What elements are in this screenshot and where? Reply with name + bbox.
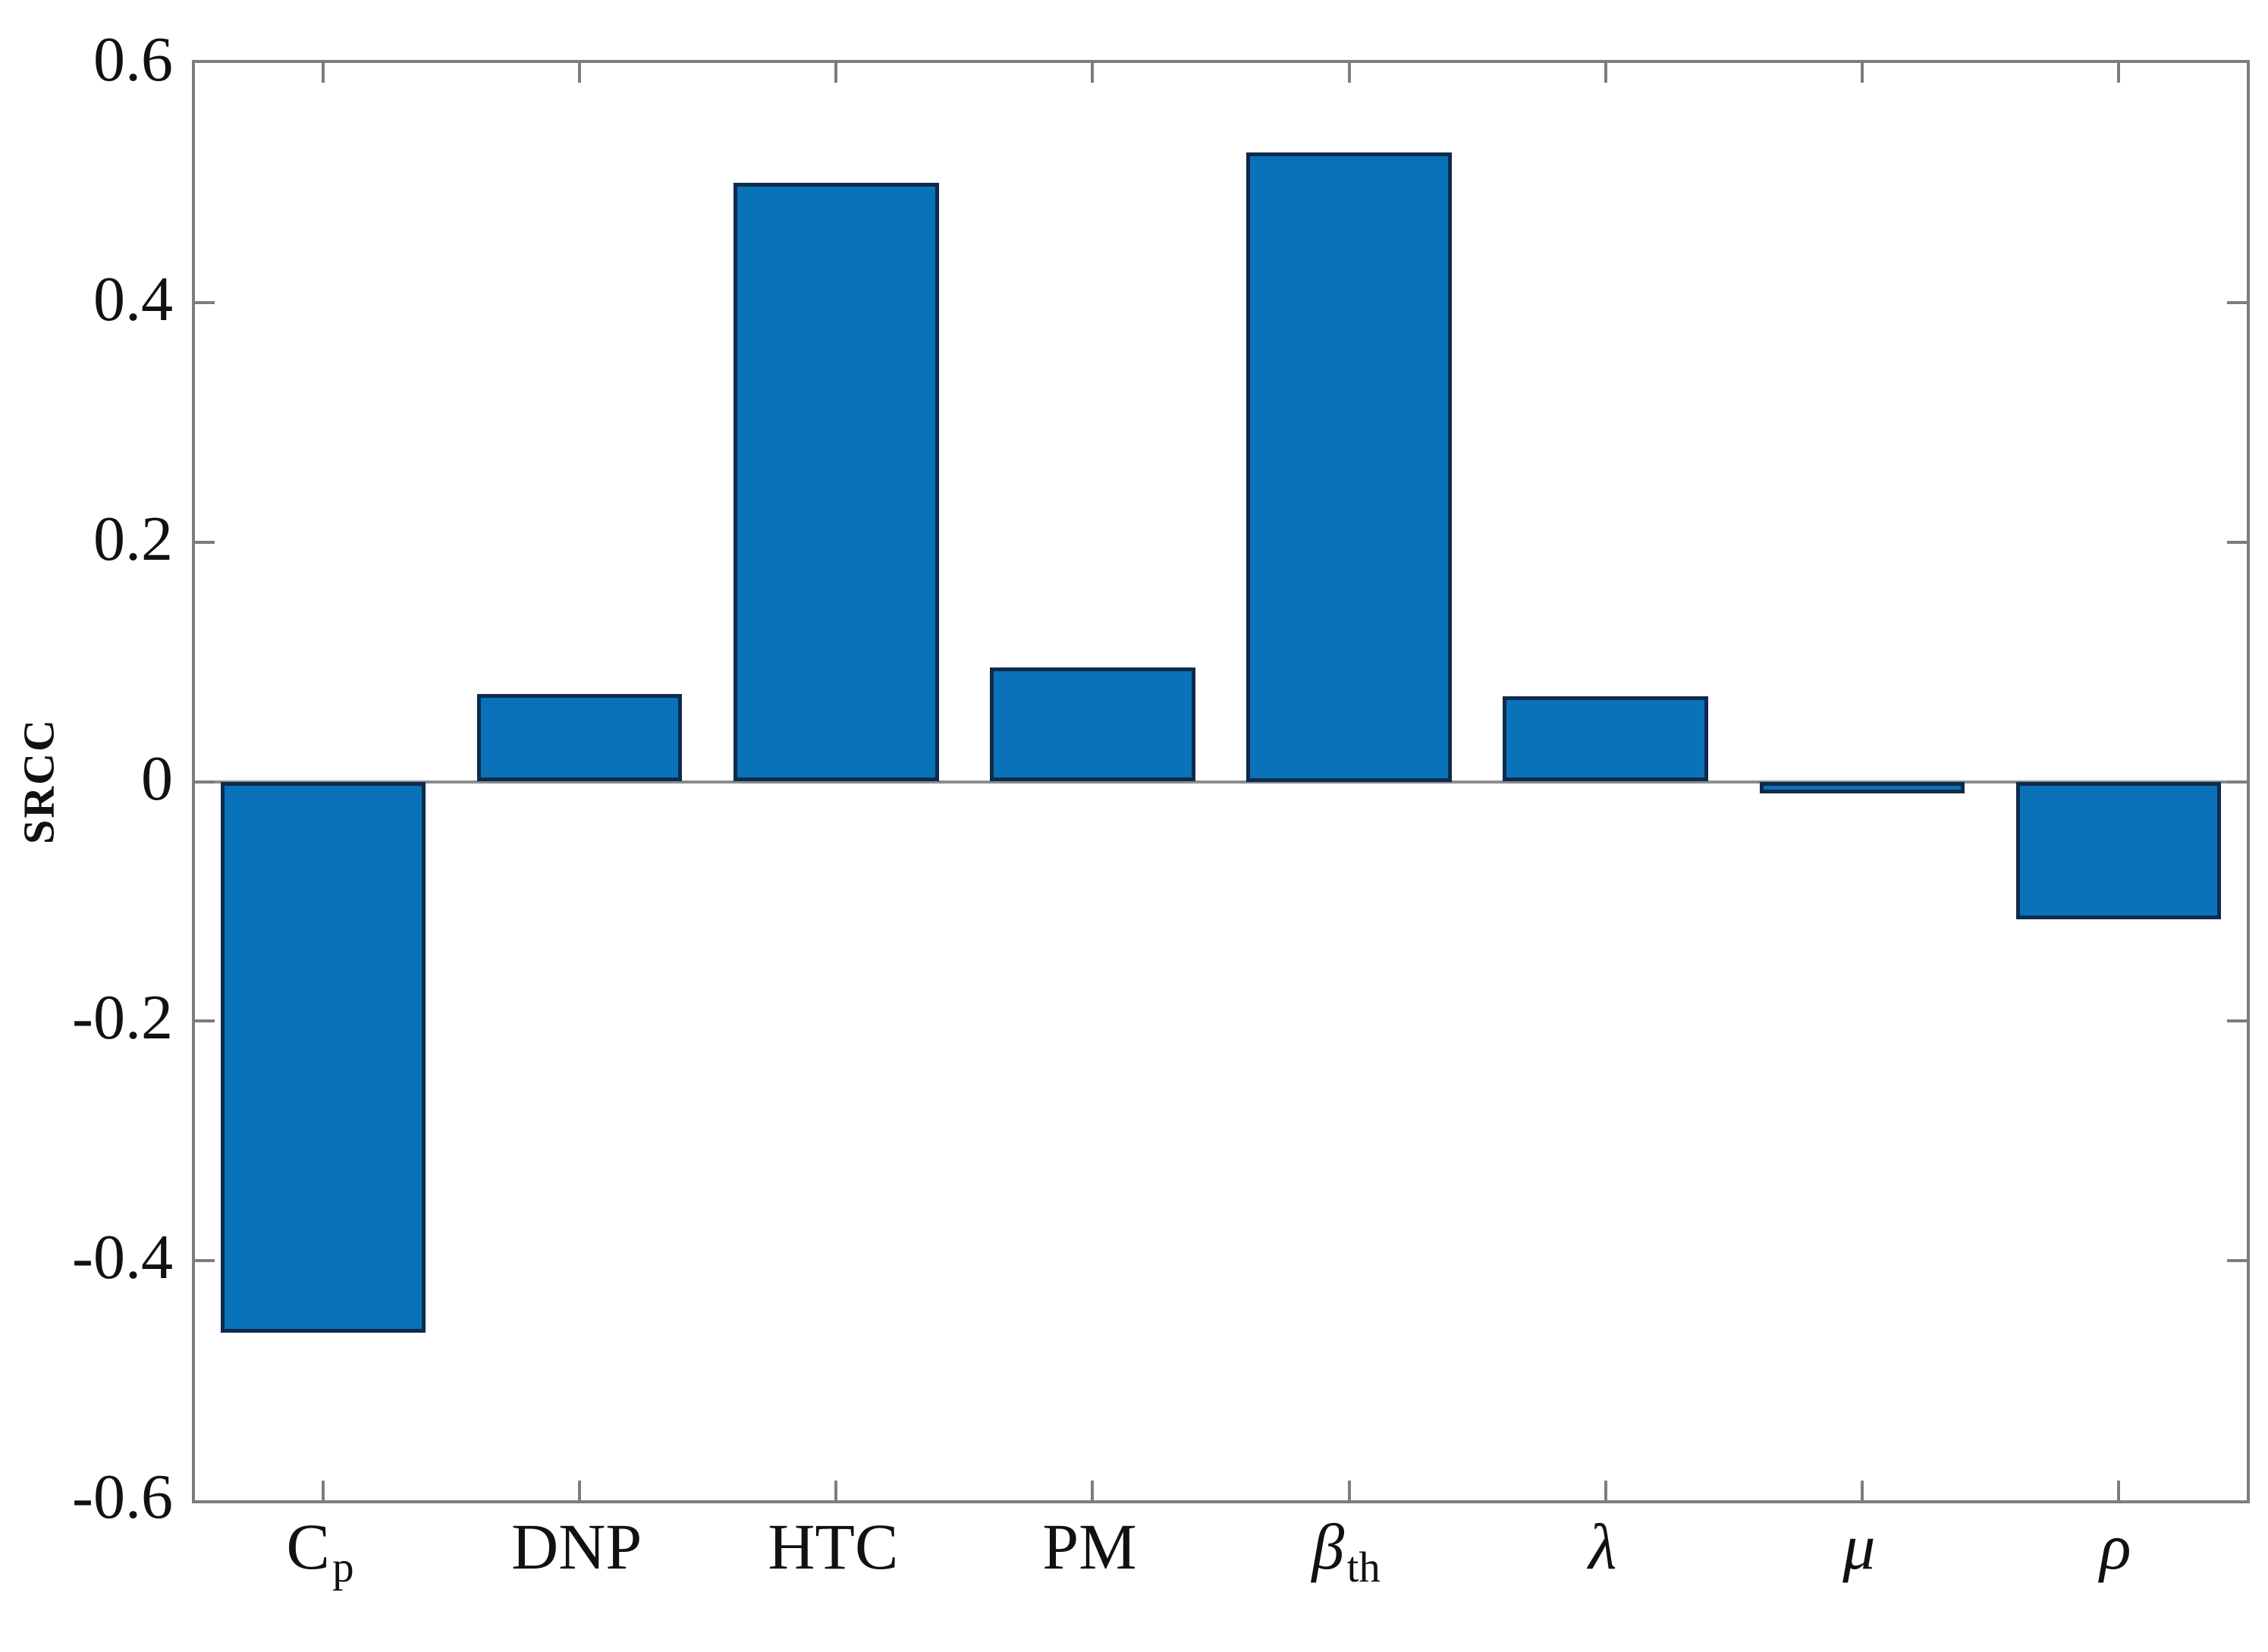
category-label-text: PM bbox=[1042, 1510, 1137, 1583]
x-tick-label-HTC: HTC bbox=[768, 1514, 898, 1579]
y-tick-label: -0.6 bbox=[72, 1462, 173, 1532]
category-label-text: λ bbox=[1588, 1510, 1617, 1583]
y-tick-right bbox=[2227, 300, 2247, 304]
category-label-text: HTC bbox=[768, 1510, 899, 1583]
y-tick-left bbox=[195, 1019, 215, 1023]
category-label-subscript: th bbox=[1346, 1544, 1381, 1592]
x-tick-bottom bbox=[1091, 1481, 1095, 1500]
y-tick-right bbox=[2227, 540, 2247, 544]
x-tick-bottom bbox=[1347, 1481, 1351, 1500]
x-tick-bottom bbox=[1604, 1481, 1607, 1500]
category-label-subscript: p bbox=[332, 1544, 354, 1592]
bar-PM bbox=[990, 667, 1195, 782]
y-axis-label: SRCC bbox=[14, 718, 64, 844]
y-tick-label: 0 bbox=[141, 743, 173, 814]
bar-HTC bbox=[733, 182, 939, 782]
x-tick-bottom bbox=[2116, 1481, 2120, 1500]
bar-DNP bbox=[476, 694, 683, 782]
y-tick-right bbox=[2227, 1019, 2247, 1023]
x-tick-label-PM: PM bbox=[1042, 1514, 1136, 1579]
y-tick-left bbox=[195, 780, 215, 784]
y-tick-left bbox=[195, 540, 215, 544]
category-label-text: C bbox=[286, 1510, 330, 1583]
category-label-text: ρ bbox=[2100, 1510, 2131, 1583]
x-tick-top bbox=[2116, 63, 2120, 83]
plot-area bbox=[192, 60, 2250, 1503]
y-tick-label: 0.6 bbox=[93, 24, 173, 95]
y-tick-left bbox=[195, 300, 215, 304]
bar-λ bbox=[1503, 696, 1708, 782]
x-tick-top bbox=[1860, 63, 1864, 83]
category-label-text: μ bbox=[1842, 1510, 1876, 1583]
x-tick-top bbox=[578, 63, 582, 83]
y-tick-right bbox=[2227, 1259, 2247, 1263]
y-tick-label: -0.4 bbox=[72, 1222, 173, 1293]
category-label-text: β bbox=[1311, 1510, 1345, 1583]
x-tick-label-μ: μ bbox=[1842, 1514, 1875, 1579]
y-tick-left bbox=[195, 1259, 215, 1263]
x-tick-top bbox=[834, 63, 838, 83]
x-tick-label-C_p: Cp bbox=[286, 1514, 353, 1589]
x-tick-top bbox=[1347, 63, 1351, 83]
x-tick-top bbox=[322, 63, 325, 83]
category-label-text: DNP bbox=[511, 1510, 642, 1583]
bar-C_p bbox=[220, 781, 426, 1333]
zero-baseline bbox=[195, 780, 2247, 784]
x-tick-bottom bbox=[834, 1481, 838, 1500]
x-tick-bottom bbox=[322, 1481, 325, 1500]
x-tick-top bbox=[1091, 63, 1095, 83]
x-tick-top bbox=[1604, 63, 1607, 83]
y-tick-label: -0.2 bbox=[72, 982, 173, 1054]
x-tick-label-β_th: βth bbox=[1311, 1514, 1380, 1589]
y-tick-right bbox=[2227, 780, 2247, 784]
x-tick-bottom bbox=[578, 1481, 582, 1500]
bar-μ bbox=[1759, 781, 1965, 794]
x-tick-label-ρ: ρ bbox=[2100, 1514, 2131, 1579]
x-tick-label-DNP: DNP bbox=[511, 1514, 642, 1579]
y-tick-label: 0.2 bbox=[93, 503, 173, 574]
y-tick-label: 0.4 bbox=[93, 263, 173, 334]
bar-β_th bbox=[1246, 152, 1452, 782]
x-tick-bottom bbox=[1860, 1481, 1864, 1500]
x-tick-label-λ: λ bbox=[1588, 1514, 1616, 1579]
bar-ρ bbox=[2015, 781, 2222, 920]
